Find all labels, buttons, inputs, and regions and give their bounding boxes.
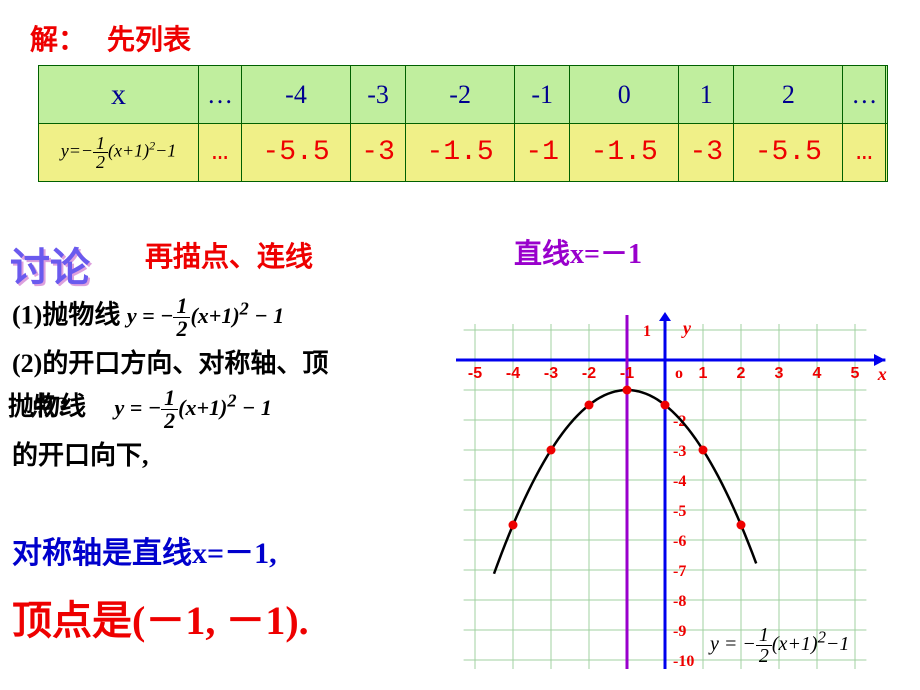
svg-text:5: 5: [851, 365, 860, 382]
first-table-label: 先列表: [107, 25, 191, 56]
table-value-cell: -3: [350, 124, 405, 182]
svg-text:-3: -3: [673, 443, 686, 460]
axis-of-symmetry-label: 直线x=－1: [514, 232, 642, 272]
discuss-heading: 讨论: [10, 235, 90, 293]
discussion-text: (1)抛物线 y = −12(x+1)2 − 1 (2)的开口方向、对称轴、顶 …: [12, 295, 417, 479]
table-header-cell: …: [199, 66, 242, 124]
table-value-cell: …: [199, 124, 242, 182]
svg-text:-10: -10: [673, 653, 694, 670]
line4: 的开口向下,: [12, 436, 417, 475]
svg-text:y: y: [681, 318, 692, 338]
svg-text:4: 4: [813, 365, 822, 382]
parabola-chart: -5-4-3-2-112345o1-2-3-4-5-6-7-8-9-10yx: [415, 280, 895, 680]
table-header-cell: 2: [734, 66, 843, 124]
line3-overlap: 点?: [30, 392, 69, 421]
solve-label: 解：: [30, 25, 86, 56]
svg-text:-2: -2: [582, 365, 596, 382]
table-value-cell: -3: [679, 124, 734, 182]
svg-text:-1: -1: [620, 365, 634, 382]
table-header-cell: x: [39, 66, 199, 124]
table-header-cell: -2: [406, 66, 515, 124]
equation-1: y = −12(x+1)2 − 1: [127, 303, 284, 328]
plot-text: 再描点、连线: [145, 235, 313, 275]
svg-text:x: x: [877, 364, 887, 384]
svg-text:o: o: [675, 365, 683, 382]
table-header-cell: 0: [570, 66, 679, 124]
svg-text:-4: -4: [673, 473, 686, 490]
table-header-cell: …: [843, 66, 886, 124]
svg-text:2: 2: [737, 365, 746, 382]
svg-text:-5: -5: [673, 503, 686, 520]
svg-text:-3: -3: [544, 365, 558, 382]
table-header-cell: -4: [242, 66, 351, 124]
svg-text:1: 1: [699, 365, 708, 382]
svg-text:-5: -5: [468, 365, 482, 382]
table-value-cell: -5.5: [242, 124, 351, 182]
table-header-cell: -3: [350, 66, 405, 124]
chart-formula-label: y = −12(x+1)2−1: [710, 625, 849, 666]
svg-text:-6: -6: [673, 533, 686, 550]
table-value-cell: -5.5: [734, 124, 843, 182]
svg-text:-4: -4: [506, 365, 520, 382]
svg-text:1: 1: [643, 323, 651, 340]
table-header-cell: -1: [515, 66, 570, 124]
table-formula-cell: y=−12(x+1)2−1: [39, 124, 199, 182]
table-header-cell: 1: [679, 66, 734, 124]
vertex-text: 顶点是(－1, －1).: [12, 588, 309, 646]
table-header-cell: [886, 66, 888, 124]
line1-prefix: (1)抛物线: [12, 300, 120, 329]
table-value-cell: -1.5: [406, 124, 515, 182]
svg-text:-8: -8: [673, 593, 686, 610]
equation-2: y = −12(x+1)2 − 1: [115, 395, 272, 420]
table-value-cell: …: [843, 124, 886, 182]
table-value-cell: -1: [515, 124, 570, 182]
value-table: x…-4-3-2-1012… y=−12(x+1)2−1…-5.5-3-1.5-…: [38, 65, 888, 182]
svg-text:-7: -7: [673, 563, 686, 580]
table-value-cell: -1.5: [570, 124, 679, 182]
svg-text:3: 3: [775, 365, 784, 382]
line2: (2)的开口方向、对称轴、顶: [12, 344, 417, 383]
table-value-cell: [886, 124, 888, 182]
symmetry-axis-text: 对称轴是直线x=－1,: [12, 528, 277, 572]
svg-text:-9: -9: [673, 623, 686, 640]
